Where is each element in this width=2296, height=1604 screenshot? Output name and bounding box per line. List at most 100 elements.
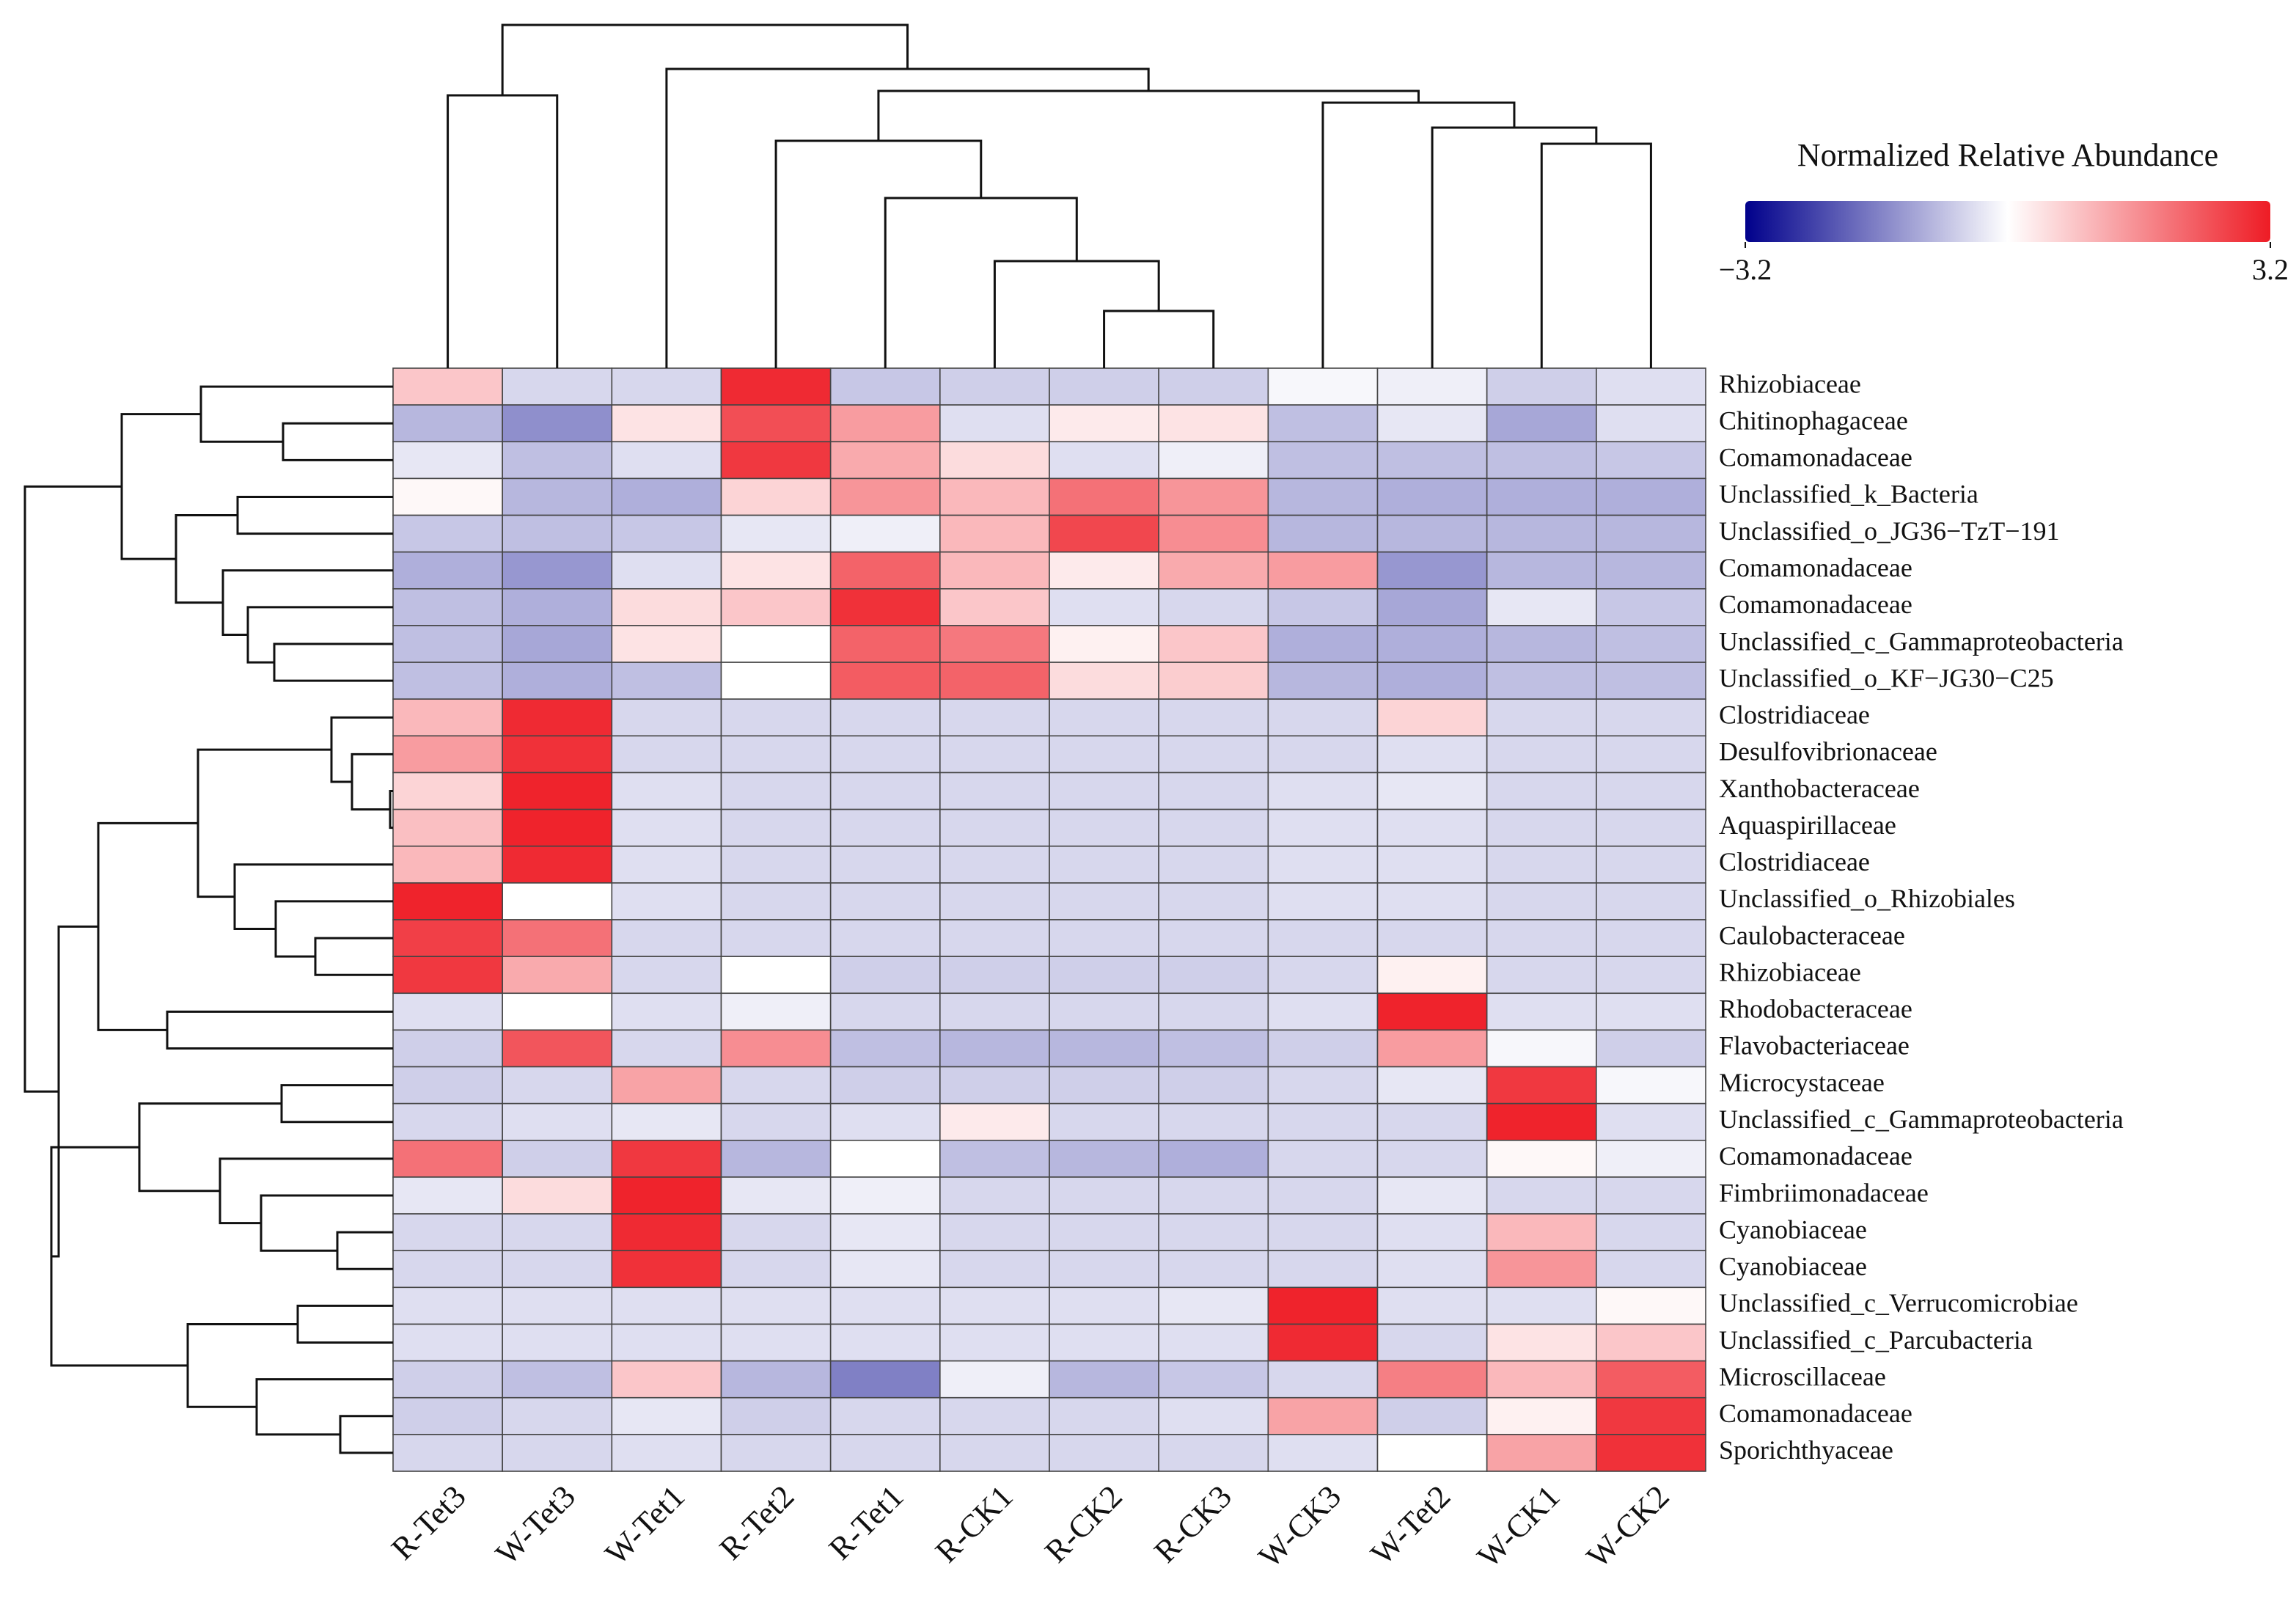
heatmap-cell	[1376, 1396, 1488, 1435]
heatmap-cell	[1267, 1360, 1379, 1399]
heatmap-cell	[1158, 1250, 1269, 1289]
column-label: R-Tet1	[822, 1479, 911, 1567]
dendrogram-branch	[166, 1010, 393, 1050]
heatmap-cell	[502, 808, 613, 847]
heatmap-cell	[1376, 1140, 1488, 1178]
heatmap-cell	[1049, 882, 1159, 920]
heatmap-cell	[720, 587, 832, 626]
heatmap-cell	[1486, 772, 1597, 810]
dendrogram-branch	[97, 821, 198, 1031]
heatmap-cell	[939, 882, 1050, 920]
heatmap-cell	[939, 808, 1050, 847]
heatmap-cell	[392, 772, 503, 810]
dendrogram-branch	[877, 89, 1420, 141]
row-label: Clostridiaceae	[1719, 700, 1870, 730]
heatmap-cell	[611, 735, 722, 774]
colorbar-title: Normalized Relative Abundance	[1797, 137, 2218, 173]
heatmap-cell	[1267, 625, 1379, 663]
heatmap-cell	[611, 404, 722, 443]
heatmap-cell	[1596, 1066, 1706, 1105]
heatmap-cell	[939, 992, 1050, 1031]
heatmap-cell	[1049, 735, 1159, 774]
heatmap-cell	[611, 1286, 722, 1325]
heatmap-cell	[1596, 1286, 1706, 1325]
heatmap-cell	[939, 1029, 1050, 1068]
heatmap-cell	[392, 1396, 503, 1435]
heatmap-cell	[1158, 514, 1269, 553]
heatmap-cell	[502, 1396, 613, 1435]
heatmap-cell	[1267, 587, 1379, 626]
heatmap-cell	[611, 587, 722, 626]
heatmap-cell	[392, 919, 503, 957]
heatmap-cell	[1267, 1434, 1379, 1472]
heatmap-cell	[392, 1102, 503, 1141]
heatmap-cell	[611, 1250, 722, 1289]
heatmap-cell	[939, 1250, 1050, 1289]
dendrogram-branch	[233, 863, 393, 931]
row-label: Xanthobacteraceae	[1719, 774, 1920, 803]
heatmap-cell	[1486, 1250, 1597, 1289]
heatmap-cell	[1486, 956, 1597, 995]
heatmap-cell	[720, 477, 832, 516]
heatmap-cell	[939, 404, 1050, 443]
dendrogram-branch	[120, 413, 201, 560]
heatmap-cell	[502, 514, 613, 553]
row-label: Comamonadaceae	[1719, 443, 1912, 472]
row-label: Unclassified_o_JG36−TzT−191	[1719, 516, 2060, 546]
dendrogram-branch	[282, 422, 393, 461]
heatmap-cell	[1596, 1140, 1706, 1178]
heatmap-cell	[1486, 698, 1597, 737]
heatmap-cell	[392, 514, 503, 553]
row-label: Unclassified_o_Rhizobiales	[1719, 884, 2015, 913]
dendrogram-branch	[1321, 101, 1516, 368]
heatmap-cell	[1486, 1140, 1597, 1178]
heatmap-cell	[1158, 477, 1269, 516]
heatmap-cell	[392, 367, 503, 406]
heatmap-cell	[1596, 662, 1706, 700]
dendrogram-branch	[175, 514, 238, 604]
dendrogram-branch	[1540, 142, 1652, 368]
heatmap-cell	[1596, 1176, 1706, 1215]
row-label: Microscillaceae	[1719, 1362, 1886, 1391]
heatmap-cell	[829, 587, 941, 626]
heatmap-cell	[502, 845, 613, 884]
heatmap-cell	[1158, 662, 1269, 700]
heatmap-cell	[1267, 441, 1379, 480]
heatmap-cell	[1267, 1066, 1379, 1105]
heatmap-cell	[611, 662, 722, 700]
heatmap-cell	[1267, 662, 1379, 700]
row-label: Cyanobiaceae	[1719, 1215, 1867, 1244]
heatmap-cell	[829, 735, 941, 774]
heatmap-cell	[939, 477, 1050, 516]
heatmap-cell	[720, 956, 832, 995]
heatmap-cell	[502, 992, 613, 1031]
heatmap-cell	[1376, 698, 1488, 737]
heatmap-cell	[720, 992, 832, 1031]
heatmap-cell	[939, 1176, 1050, 1215]
heatmap-cell	[829, 1102, 941, 1141]
heatmap-cell	[720, 367, 832, 406]
heatmap-cell	[611, 1434, 722, 1472]
heatmap-cell	[611, 441, 722, 480]
row-label: Unclassified_c_Gammaproteobacteria	[1719, 1105, 2124, 1134]
heatmap-cell	[1049, 1176, 1159, 1215]
dendrogram-branch	[330, 716, 393, 783]
dendrogram-branch	[339, 1415, 393, 1454]
colorbar-tick-label: −3.2	[1719, 253, 1772, 286]
dendrogram-branch	[884, 197, 1078, 368]
heatmap-cell	[1376, 1360, 1488, 1399]
heatmap-cell	[1267, 1396, 1379, 1435]
dendrogram-branch	[138, 1102, 282, 1193]
heatmap-cell	[1486, 1434, 1597, 1472]
heatmap-cell	[1376, 808, 1488, 847]
heatmap-cell	[1267, 551, 1379, 590]
dendrogram-branch	[336, 1231, 393, 1270]
heatmap-cell	[502, 956, 613, 995]
heatmap-cell	[611, 1066, 722, 1105]
heatmap-cell	[1049, 662, 1159, 700]
dendrogram-branch	[1103, 310, 1215, 368]
heatmap-cell	[1049, 1360, 1159, 1399]
heatmap-cell	[502, 477, 613, 516]
heatmap-cell	[1376, 772, 1488, 810]
heatmap-cell	[1596, 587, 1706, 626]
